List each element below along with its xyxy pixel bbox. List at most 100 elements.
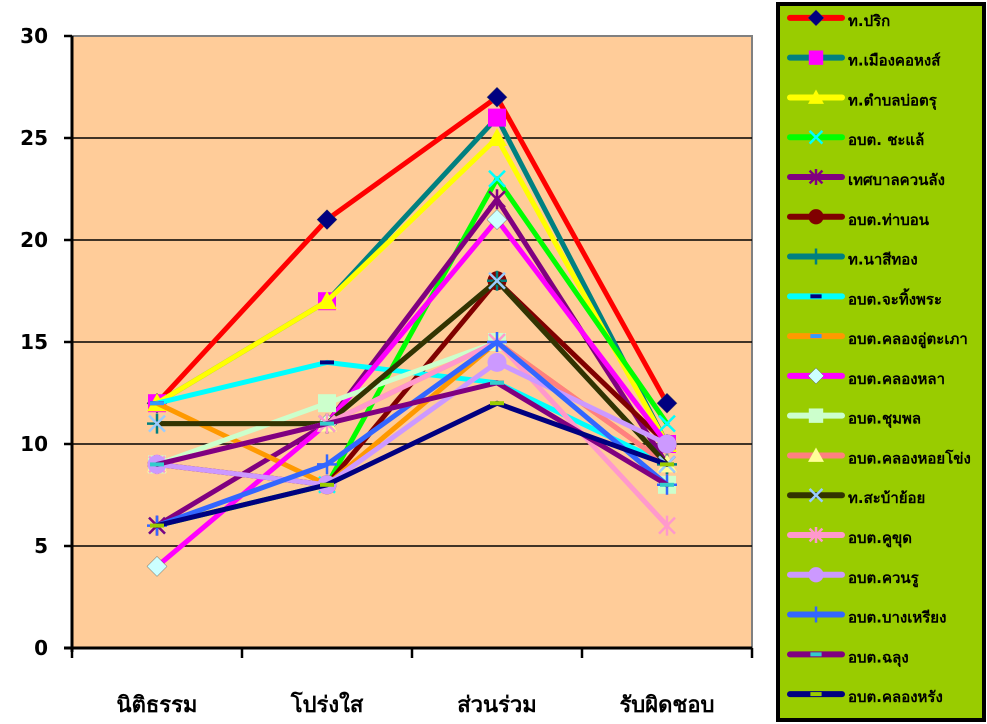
data-point	[318, 394, 336, 413]
legend-label: ท.ตำบลบ่อตรุ	[848, 91, 938, 110]
data-point	[320, 482, 334, 487]
data-point	[487, 352, 507, 372]
legend-label: อบต.คลองหอยโข่ง	[848, 448, 971, 467]
data-point	[150, 401, 164, 406]
legend-marker	[808, 248, 824, 265]
series-group	[146, 86, 678, 577]
series-line	[154, 400, 670, 529]
data-point	[320, 360, 334, 365]
legend-label: อบต.ชุมพล	[848, 410, 921, 429]
x-category-label: นิติธรรม	[117, 693, 198, 718]
legend-label: อบต.จะทิ้งพระ	[848, 287, 942, 308]
y-tick-label: 20	[20, 228, 48, 252]
legend-item: อบต.ควนรู	[787, 567, 920, 588]
legend-item: ท.เมืองคอหงส์	[787, 50, 941, 70]
y-tick-label: 30	[20, 24, 48, 48]
legend-item: อบต.คลองหรัง	[787, 688, 943, 706]
data-point	[488, 271, 506, 290]
legend-marker	[810, 334, 822, 339]
legend-item: ท.นาสีทอง	[787, 248, 918, 269]
legend-item: เทศบาลควนลัง	[787, 169, 945, 189]
data-point	[486, 86, 508, 108]
legend-label: อบต.คูขุด	[848, 529, 912, 548]
series-line	[154, 135, 670, 447]
data-point	[487, 128, 507, 146]
series-line	[154, 94, 670, 406]
legend-label: อบต.คลองหลา	[848, 370, 945, 388]
legend-label: ท.นาสีทอง	[848, 251, 918, 269]
legend-marker	[807, 9, 825, 27]
data-point	[317, 291, 337, 310]
data-point	[317, 454, 337, 475]
legend-item: ท.ตำบลบ่อตรุ	[787, 89, 938, 110]
y-tick-label: 10	[20, 432, 48, 456]
data-point	[658, 414, 676, 433]
legend-item: ท.ปริก	[787, 9, 890, 30]
legend-label: อบต.ท่าบอน	[848, 211, 930, 229]
data-point	[490, 401, 504, 406]
legend-marker	[808, 487, 824, 503]
legend-marker	[808, 209, 824, 225]
x-category-label: โปร่งใส	[290, 691, 364, 718]
legend-label: อบต.ควนรู	[848, 569, 920, 588]
x-category-label: รับผิดชอบ	[619, 693, 714, 718]
data-point	[150, 523, 164, 528]
data-point	[657, 434, 677, 454]
data-point	[146, 556, 168, 577]
y-tick-label: 25	[20, 126, 48, 150]
legend-item: อบต.คลองหลา	[787, 367, 945, 388]
legend-box	[776, 2, 986, 722]
legend-label: อบต.บางเหรียง	[848, 609, 946, 627]
legend-item: อบต.คลองอู่ตะเภา	[787, 330, 968, 349]
legend-item: อบต.ชุมพล	[787, 408, 921, 429]
legend-item: อบต.บางเหรียง	[787, 606, 946, 627]
legend-item: อบต.คูขุด	[787, 527, 912, 548]
legend-marker	[808, 169, 824, 185]
data-point	[658, 515, 676, 536]
legend-marker	[808, 129, 824, 145]
legend-item: อบต.จะทิ้งพระ	[787, 287, 942, 308]
legend-marker	[808, 408, 824, 423]
data-point	[320, 421, 334, 426]
legend: ท.ปริกท.เมืองคอหงส์ท.ตำบลบ่อตรุอบต. ชะแล…	[776, 2, 986, 722]
legend-marker	[808, 50, 824, 65]
legend-label: ท.ปริก	[848, 12, 890, 30]
legend-marker	[810, 294, 822, 299]
data-point	[488, 189, 506, 210]
axes: 0 5 10 15 20 25 30 นิติธรรม โปร่งใส ส่วนร่วม รับผิ…	[20, 24, 754, 718]
legend-item: อบต.ฉลุง	[787, 648, 909, 667]
legend-label: อบต. ชะแล้	[848, 131, 924, 149]
legend-label: ท.เมืองคอหงส์	[848, 52, 941, 70]
legend-item: อบต.คลองหอยโข่ง	[787, 447, 971, 467]
data-point	[150, 462, 164, 467]
series-line	[154, 278, 670, 467]
legend-item: อบต. ชะแล้	[787, 129, 924, 149]
data-point	[486, 209, 508, 230]
legend-marker	[810, 652, 822, 657]
data-point	[148, 414, 166, 433]
data-point	[660, 462, 674, 467]
y-tick-label: 0	[34, 636, 48, 660]
legend-marker	[808, 527, 824, 543]
data-point	[490, 380, 504, 385]
legend-label: อบต.ฉลุง	[848, 648, 909, 667]
legend-marker	[808, 447, 824, 462]
legend-marker	[808, 606, 824, 623]
series-18	[150, 400, 674, 529]
data-point	[487, 332, 507, 352]
data-point	[488, 108, 506, 127]
x-category-label: ส่วนร่วม	[457, 693, 537, 718]
data-point	[316, 209, 338, 230]
legend-marker	[807, 367, 825, 385]
y-tick-label: 5	[34, 534, 48, 558]
legend-label: เทศบาลควนลัง	[848, 171, 945, 189]
data-point	[656, 392, 678, 414]
legend-label: อบต.คลองอู่ตะเภา	[848, 330, 968, 349]
legend-marker	[808, 89, 824, 104]
legend-label: อบต.คลองหรัง	[848, 688, 943, 706]
legend-marker	[810, 692, 822, 697]
data-point	[660, 482, 674, 487]
data-point	[488, 169, 506, 188]
series-line	[154, 359, 670, 488]
